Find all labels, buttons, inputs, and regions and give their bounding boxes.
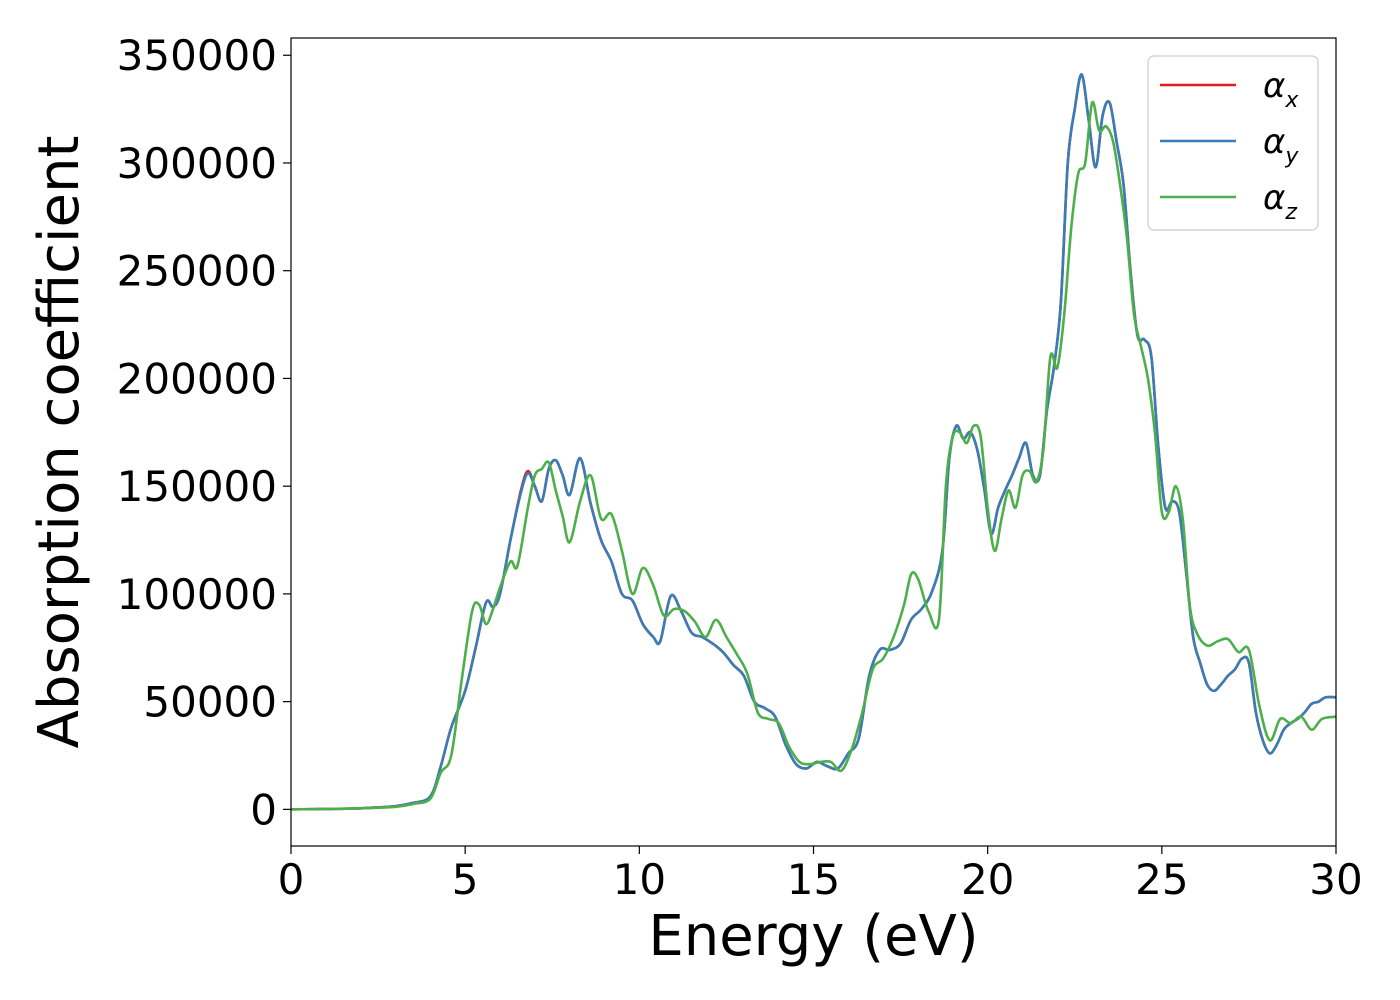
- x-tick-label: 0: [278, 855, 305, 904]
- y-tick-label: 100000: [117, 570, 277, 619]
- y-tick-label: 200000: [117, 354, 277, 403]
- y-tick-label: 350000: [117, 31, 277, 80]
- x-tick-label: 5: [452, 855, 479, 904]
- x-tick-label: 15: [787, 855, 840, 904]
- x-tick-label: 10: [613, 855, 666, 904]
- y-tick-label: 150000: [117, 462, 277, 511]
- x-axis-title: Energy (eV): [648, 904, 978, 969]
- y-axis-title: Absorption coefficient: [27, 136, 92, 749]
- y-tick-label: 300000: [117, 139, 277, 188]
- legend-label-x: αx: [1263, 66, 1299, 113]
- y-tick-label: 250000: [117, 247, 277, 296]
- x-tick-label: 30: [1309, 855, 1362, 904]
- legend: αx αy αz: [1147, 55, 1319, 231]
- x-tick-label: 20: [961, 855, 1014, 904]
- legend-box: [1147, 55, 1319, 231]
- series-line-z: [291, 100, 1336, 811]
- legend-label-y: αy: [1263, 122, 1299, 169]
- legend-label-z: αz: [1263, 178, 1297, 225]
- x-axis: 0 5 10 15 20 25 30: [278, 846, 1363, 904]
- x-tick-label: 25: [1135, 855, 1188, 904]
- y-axis: 0 50000 100000 150000 200000 250000 300000 3500…: [117, 31, 291, 834]
- series-layer: [291, 73, 1336, 811]
- y-tick-label: 0: [250, 785, 277, 834]
- y-tick-label: 50000: [143, 678, 277, 727]
